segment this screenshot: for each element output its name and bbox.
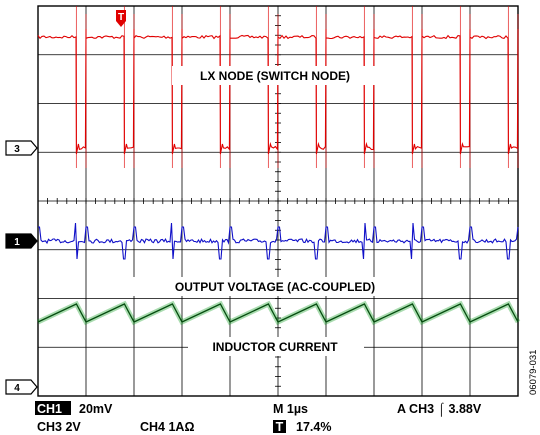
readout-trigger: A CH3 ⌠ 3.88V	[397, 402, 482, 417]
readout-t-position: 17.4%	[296, 420, 331, 434]
readout-t-tag: T	[276, 420, 284, 434]
annotation-il-text: INDUCTOR CURRENT	[212, 340, 338, 354]
trigger-marker-label: T	[118, 12, 124, 23]
figure-number: 06079-031	[528, 350, 539, 395]
channel-marker-3-label: 3	[14, 144, 20, 155]
readout-timebase: M 1µs	[273, 402, 308, 416]
channel-marker-1: 1	[5, 233, 38, 249]
trigger-marker: T	[116, 10, 126, 27]
readout-ch1-tag: CH1	[37, 402, 62, 416]
channel-marker-3: 3	[5, 140, 38, 156]
annotation-lx-text: LX NODE (SWITCH NODE)	[200, 69, 350, 83]
scope-traces	[36, 6, 521, 326]
channel-marker-1-label: 1	[14, 237, 20, 248]
readout-ch4: CH4 1AΩ	[140, 420, 194, 434]
scope-readouts: CH1 20mV CH3 2V CH4 1AΩ M 1µs T 17.4% A …	[35, 401, 482, 434]
annotation-lx: LX NODE (SWITCH NODE)	[172, 66, 378, 85]
trace-output-voltage	[38, 222, 519, 260]
readout-ch3: CH3 2V	[37, 420, 81, 434]
trace-inductor-current	[37, 303, 519, 323]
readout-ch1-scale: 20mV	[79, 402, 113, 416]
annotation-vout-text: OUTPUT VOLTAGE (AC-COUPLED)	[175, 280, 375, 294]
channel-marker-4-label: 4	[14, 383, 20, 394]
channel-marker-4: 4	[5, 379, 38, 395]
annotation-il: INDUCTOR CURRENT	[188, 337, 364, 356]
annotation-vout: OUTPUT VOLTAGE (AC-COUPLED)	[130, 277, 414, 296]
